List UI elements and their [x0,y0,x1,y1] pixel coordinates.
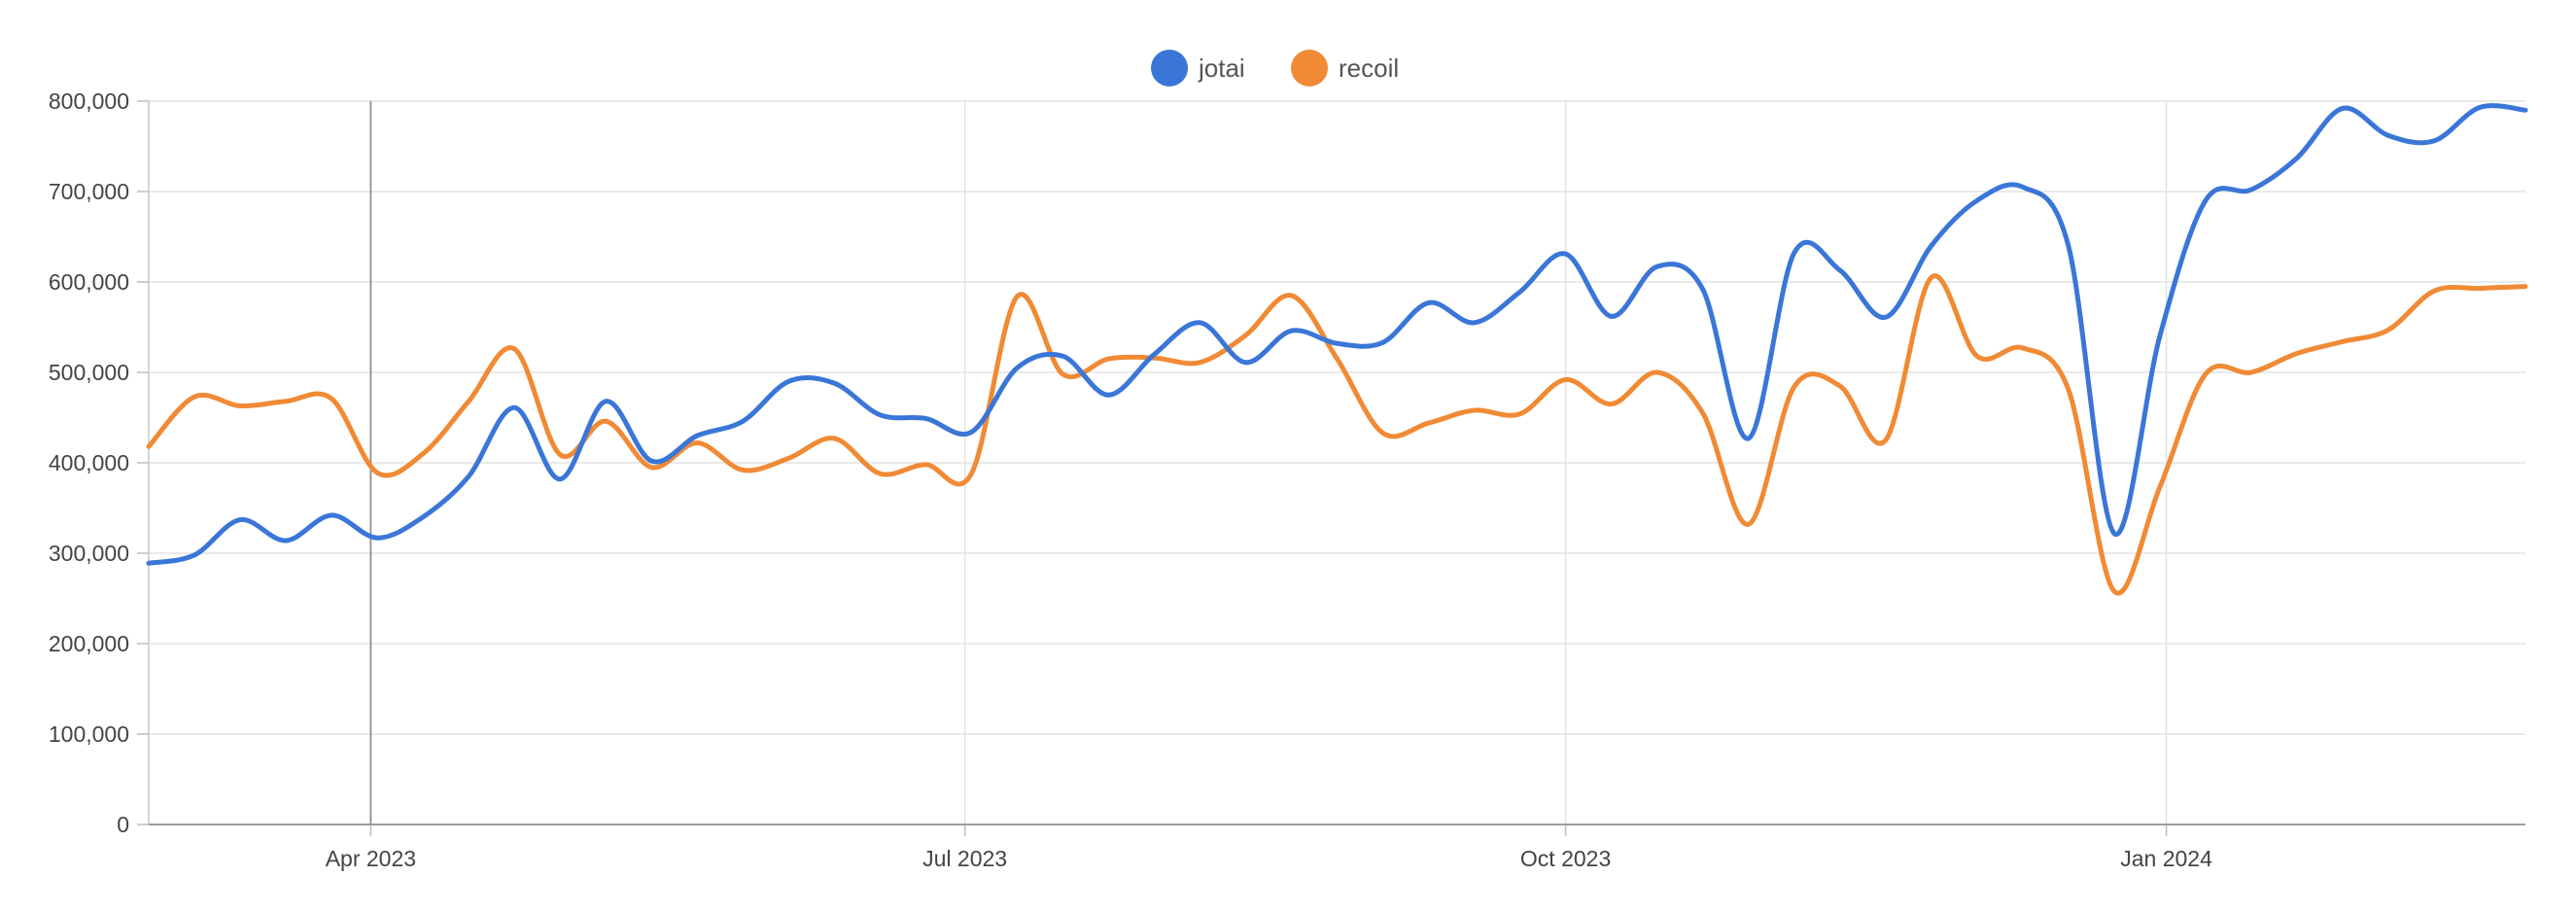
legend-label: recoil [1339,53,1399,83]
legend-item-recoil: recoil [1291,50,1399,87]
legend-swatch [1291,50,1328,87]
y-tick-label: 700,000 [49,179,129,204]
x-tick-label: Jul 2023 [922,846,1007,871]
series-line-jotai [146,103,2528,566]
legend: jotai recoil [1151,50,1399,87]
y-tick-label: 0 [117,812,129,837]
legend-swatch [1151,50,1188,87]
y-tick-label: 300,000 [49,541,129,566]
y-tick-label: 500,000 [49,360,129,385]
y-tick-label: 800,000 [49,88,129,114]
axes [137,100,2525,836]
y-axis-ticks: 0 100,000 200,000 300,000 400,000 500,000 600,… [49,88,129,837]
y-tick-label: 600,000 [49,269,129,295]
series-lines [146,103,2528,596]
x-tick-label: Jan 2024 [2120,846,2212,871]
y-tick-label: 400,000 [49,450,129,475]
series-line-recoil [146,273,2528,596]
y-tick-label: 200,000 [49,631,129,656]
x-tick-label: Oct 2023 [1520,846,1611,871]
x-axis-ticks: Apr 2023 Jul 2023 Oct 2023 Jan 2024 [326,846,2212,871]
y-tick-label: 100,000 [49,721,129,747]
legend-label: jotai [1198,53,1245,83]
legend-item-jotai: jotai [1151,50,1245,87]
x-tick-label: Apr 2023 [326,846,416,871]
